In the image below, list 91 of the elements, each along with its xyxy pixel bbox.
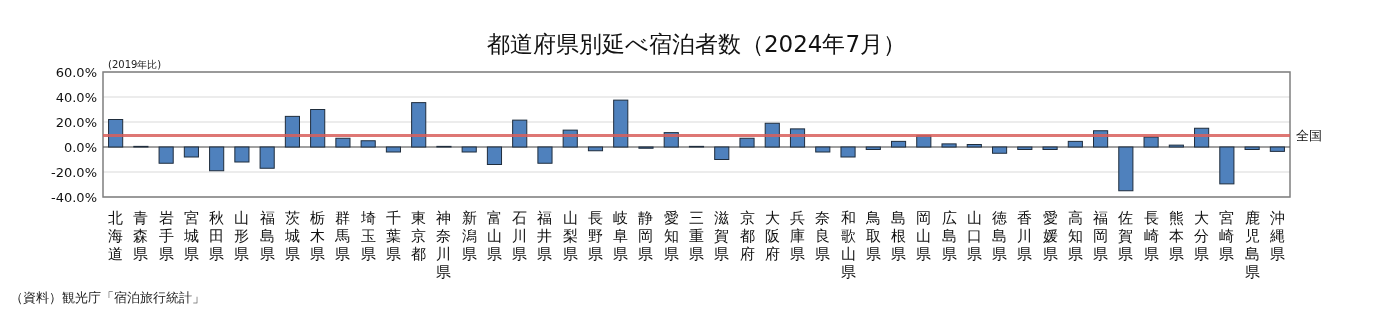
x-tick-label: 福岡県 — [1093, 209, 1109, 263]
x-tick-label: 愛媛県 — [1042, 209, 1058, 263]
chart-title: 都道府県別延べ宿泊者数（2024年7月） — [486, 31, 907, 57]
x-tick-label: 静岡県 — [638, 209, 654, 263]
x-tick-label: 大分県 — [1194, 209, 1210, 263]
x-tick-label: 宮城県 — [182, 209, 199, 263]
bar — [815, 146, 831, 153]
x-tick-label: 三重県 — [689, 209, 704, 263]
x-tick-label: 宮崎県 — [1219, 209, 1235, 263]
y-tick-label: 20.0% — [55, 115, 97, 130]
y-tick-label: 60.0% — [55, 65, 97, 80]
x-tick-label: 埼玉県 — [359, 209, 376, 263]
x-tick-label: 大阪府 — [764, 209, 780, 263]
x-tick-label: 新潟県 — [461, 209, 477, 263]
x-tick-label: 山形県 — [234, 209, 250, 263]
x-tick-label: 京都府 — [739, 209, 755, 263]
bar — [310, 109, 326, 148]
x-tick-label: 福井県 — [537, 209, 553, 263]
bar — [284, 115, 300, 148]
x-tick-label: 香川県 — [1017, 209, 1033, 263]
y-axis-title: (2019年比) — [108, 59, 162, 70]
x-tick-label: 山梨県 — [562, 209, 578, 263]
bar — [1143, 136, 1159, 148]
bar — [966, 144, 982, 148]
x-tick-label: 神奈川県 — [436, 209, 452, 281]
x-tick-label: 長野県 — [587, 209, 603, 263]
text: （資料）観光庁「宿泊旅行統計」 — [10, 290, 205, 305]
x-tick-label: 兵庫県 — [790, 209, 806, 263]
bar — [1042, 146, 1058, 150]
x-tick-label: 北海道 — [108, 209, 124, 263]
bar — [587, 146, 604, 152]
x-tick-label: 広島県 — [941, 209, 957, 263]
x-tick-label: 秋田県 — [209, 209, 225, 263]
bar — [385, 146, 402, 153]
bar — [158, 146, 174, 164]
bar — [537, 146, 553, 164]
bar — [1269, 146, 1285, 152]
x-tick-label: 島根県 — [891, 209, 907, 263]
bar — [890, 140, 907, 148]
x-tick-label: 佐賀県 — [1118, 209, 1134, 263]
x-tick-label: 栃木県 — [310, 209, 326, 263]
bar — [941, 143, 957, 148]
x-tick-label: 茨城県 — [283, 209, 300, 263]
x-tick-label: 山口県 — [966, 209, 982, 263]
x-tick-label: 群馬県 — [334, 209, 351, 263]
x-tick-label: 岩手県 — [158, 209, 174, 263]
bar — [840, 146, 856, 158]
x-tick-label: 熊本県 — [1168, 209, 1184, 263]
bar — [1118, 146, 1134, 192]
x-tick-label: 東京都 — [411, 209, 427, 263]
bar — [209, 146, 225, 172]
x-tick-label: 徳島県 — [992, 209, 1008, 263]
x-tick-label: 岡山県 — [916, 209, 932, 263]
x-tick-label: 石川県 — [512, 209, 528, 263]
bar — [916, 135, 932, 148]
bar — [1244, 146, 1260, 150]
ref-line-label: 全国 — [1296, 128, 1322, 144]
bar — [865, 146, 881, 150]
bar — [739, 137, 755, 148]
x-tick-label: 和歌山県 — [840, 209, 856, 281]
bar — [183, 146, 199, 158]
x-tick-label: 鹿児島県 — [1244, 209, 1260, 281]
x-tick-label: 滋賀県 — [714, 209, 730, 263]
bar — [1219, 146, 1235, 185]
y-tick-label: -20.0% — [51, 165, 97, 180]
y-tick-label: -40.0% — [51, 190, 97, 205]
x-tick-label: 富山県 — [486, 209, 502, 263]
bar — [461, 146, 477, 153]
x-tick-label: 岐阜県 — [613, 209, 629, 263]
x-tick-label: 福島県 — [259, 209, 275, 263]
y-tick-label: 40.0% — [55, 90, 97, 105]
y-tick-label: 0.0% — [63, 140, 97, 155]
bar — [259, 146, 275, 169]
x-tick-label: 鳥取県 — [864, 209, 881, 263]
bar — [1067, 140, 1083, 148]
bar — [411, 102, 427, 148]
bar — [613, 99, 629, 148]
bar — [234, 146, 250, 163]
bar — [714, 146, 730, 160]
bar — [1017, 146, 1033, 150]
x-tick-label: 高知県 — [1067, 209, 1083, 263]
x-tick-label: 沖縄県 — [1268, 209, 1285, 263]
x-tick-label: 長崎県 — [1143, 209, 1159, 263]
bar — [991, 146, 1008, 154]
bar — [486, 146, 503, 165]
bar — [360, 140, 376, 148]
x-tick-label: 愛知県 — [663, 209, 679, 263]
x-tick-label: 青森県 — [133, 209, 149, 263]
x-tick-label: 奈良県 — [815, 209, 831, 263]
x-tick-label: 千葉県 — [385, 209, 401, 263]
bar — [335, 137, 351, 148]
